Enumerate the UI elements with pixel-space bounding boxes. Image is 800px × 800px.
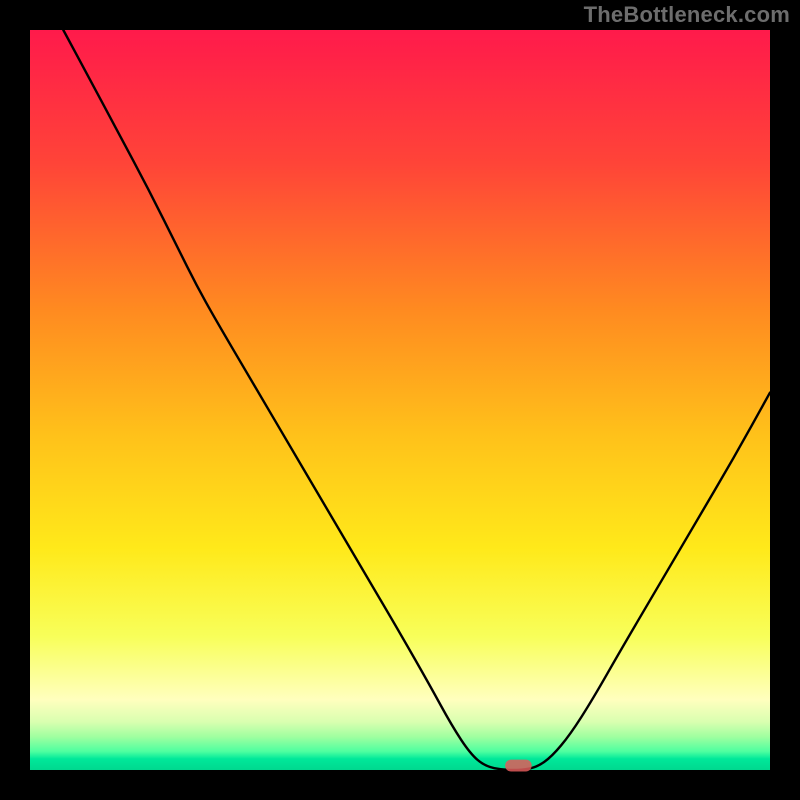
watermark-text: TheBottleneck.com [584, 2, 790, 28]
bottleneck-chart [0, 0, 800, 800]
optimum-marker [505, 760, 532, 772]
chart-stage: TheBottleneck.com [0, 0, 800, 800]
plot-background [30, 30, 770, 770]
